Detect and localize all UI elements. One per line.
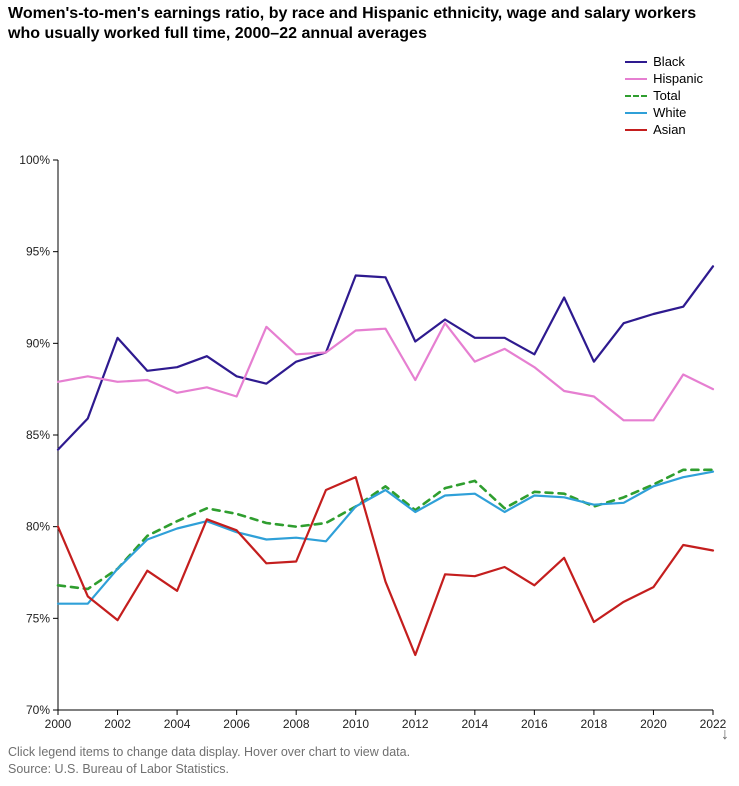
- chart-title: Women's-to-men's earnings ratio, by race…: [8, 4, 731, 44]
- svg-text:2016: 2016: [521, 717, 548, 731]
- chart-area[interactable]: 70% 75% 80% 85% 90% 95% 100% 2000 2002 2004 2006 20…: [8, 48, 731, 738]
- svg-text:2020: 2020: [640, 717, 667, 731]
- legend-swatch-black: [625, 61, 647, 63]
- footer-hint: Click legend items to change data displa…: [8, 744, 731, 761]
- svg-text:75%: 75%: [26, 611, 50, 625]
- legend-label: Hispanic: [653, 71, 703, 86]
- svg-text:100%: 100%: [19, 153, 50, 167]
- line-chart-svg[interactable]: 70% 75% 80% 85% 90% 95% 100% 2000 2002 2004 2006 20…: [8, 48, 731, 738]
- download-icon[interactable]: ↓: [721, 726, 729, 744]
- svg-text:2008: 2008: [283, 717, 310, 731]
- svg-text:70%: 70%: [26, 703, 50, 717]
- legend-swatch-hispanic: [625, 78, 647, 80]
- legend-item-white[interactable]: White: [625, 105, 703, 120]
- legend-swatch-white: [625, 112, 647, 114]
- legend-label: Black: [653, 54, 685, 69]
- legend-item-hispanic[interactable]: Hispanic: [625, 71, 703, 86]
- legend-swatch-total: [625, 95, 647, 97]
- legend-item-asian[interactable]: Asian: [625, 122, 703, 137]
- svg-text:2014: 2014: [461, 717, 488, 731]
- svg-text:2000: 2000: [45, 717, 72, 731]
- chart-footer: Click legend items to change data displa…: [8, 744, 731, 778]
- legend: Black Hispanic Total White Asian: [625, 54, 703, 139]
- chart-container: Women's-to-men's earnings ratio, by race…: [0, 0, 739, 786]
- svg-text:80%: 80%: [26, 520, 50, 534]
- legend-item-black[interactable]: Black: [625, 54, 703, 69]
- legend-label: Total: [653, 88, 680, 103]
- svg-text:85%: 85%: [26, 428, 50, 442]
- footer-source: Source: U.S. Bureau of Labor Statistics.: [8, 761, 731, 778]
- svg-text:95%: 95%: [26, 245, 50, 259]
- svg-text:90%: 90%: [26, 336, 50, 350]
- legend-label: White: [653, 105, 686, 120]
- svg-text:2012: 2012: [402, 717, 429, 731]
- legend-label: Asian: [653, 122, 686, 137]
- svg-text:2018: 2018: [581, 717, 608, 731]
- svg-text:2006: 2006: [223, 717, 250, 731]
- svg-text:2004: 2004: [164, 717, 191, 731]
- legend-swatch-asian: [625, 129, 647, 131]
- svg-text:2010: 2010: [342, 717, 369, 731]
- legend-item-total[interactable]: Total: [625, 88, 703, 103]
- svg-text:2002: 2002: [104, 717, 131, 731]
